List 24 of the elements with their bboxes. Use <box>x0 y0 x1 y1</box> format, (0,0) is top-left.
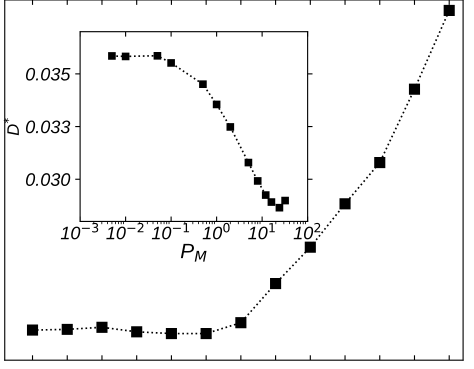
y-axis-title: D$^{*}$ <box>4 118 19 136</box>
point <box>270 278 282 290</box>
x-tick-label: 10$^{−2}$ <box>106 222 144 240</box>
x-tick-label: 10$^{1}$ <box>248 223 275 240</box>
point <box>131 326 142 338</box>
point <box>339 198 351 210</box>
x-tick-label: 10$^{2}$ <box>294 222 320 240</box>
point <box>62 324 73 335</box>
y-tick-label: 0.030 <box>26 173 70 186</box>
point <box>374 157 386 168</box>
point <box>166 328 177 340</box>
point <box>235 317 246 328</box>
point <box>444 4 455 16</box>
x-tick-label: 10$^{−1}$ <box>152 223 190 240</box>
point <box>26 324 38 336</box>
point <box>408 84 420 95</box>
x-tick-label: 10$^{0}$ <box>202 222 230 240</box>
y-tick-label: 0.035 <box>26 68 70 81</box>
x-tick-label: 10$^{−3}$ <box>60 222 98 240</box>
x-axis-title: P$_{M}$ <box>180 244 207 262</box>
point <box>96 322 108 333</box>
y-tick-label: 0.033 <box>26 120 70 134</box>
point <box>304 242 316 253</box>
point <box>200 328 212 340</box>
